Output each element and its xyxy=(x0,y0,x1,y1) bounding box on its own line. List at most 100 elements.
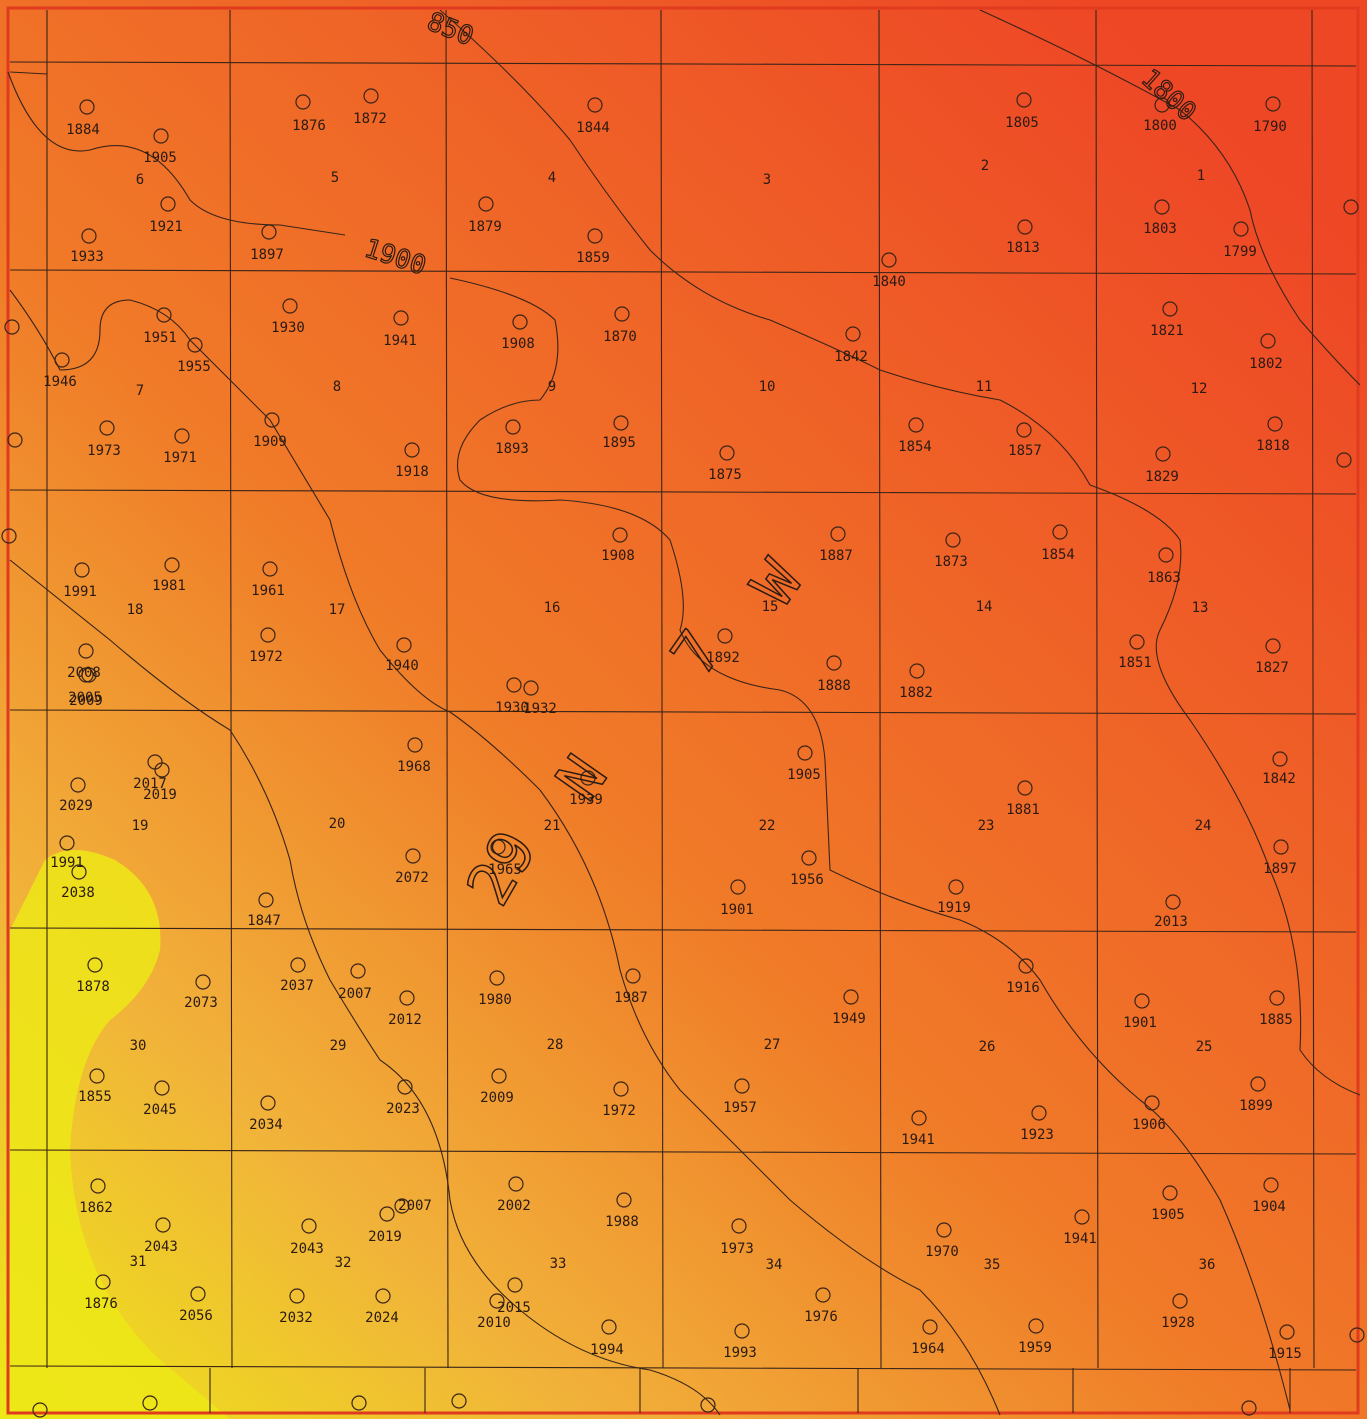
well-elevation-label: 2034 xyxy=(249,1117,283,1133)
well-marker xyxy=(258,892,274,908)
well-elevation-label: 1901 xyxy=(720,902,754,918)
section-number: 2 xyxy=(981,158,989,174)
section-number: 31 xyxy=(130,1254,147,1270)
well-elevation-label: 2045 xyxy=(143,1102,177,1118)
well-marker xyxy=(350,963,366,979)
well-marker xyxy=(730,879,746,895)
well-elevation-label: 1988 xyxy=(605,1214,639,1230)
well-elevation-label: 1959 xyxy=(1018,1340,1052,1356)
well-elevation-label: 1895 xyxy=(602,435,636,451)
section-number: 32 xyxy=(335,1255,352,1271)
well-marker xyxy=(394,1198,410,1214)
well-marker xyxy=(79,99,95,115)
well-elevation-label: 1956 xyxy=(790,872,824,888)
section-number: 34 xyxy=(766,1257,783,1273)
section-number: 36 xyxy=(1199,1257,1216,1273)
well-elevation-label: 1873 xyxy=(934,554,968,570)
well-marker xyxy=(87,957,103,973)
well-marker xyxy=(142,1395,158,1411)
well-marker xyxy=(1265,96,1281,112)
section-number: 5 xyxy=(331,170,339,186)
well-marker xyxy=(156,307,172,323)
well-marker xyxy=(1155,446,1171,462)
well-elevation-label: 1941 xyxy=(383,333,417,349)
well-marker xyxy=(260,627,276,643)
well-marker xyxy=(190,1286,206,1302)
well-marker xyxy=(164,557,180,573)
well-elevation-label: 1908 xyxy=(501,336,535,352)
well-elevation-label: 1972 xyxy=(249,649,283,665)
well-elevation-label: 1971 xyxy=(163,450,197,466)
well-marker xyxy=(508,1176,524,1192)
well-marker xyxy=(260,1095,276,1111)
map-border xyxy=(6,6,1360,1415)
well-elevation-label: 1906 xyxy=(1132,1117,1166,1133)
well-elevation-label: 1981 xyxy=(152,578,186,594)
section-number: 9 xyxy=(548,379,556,395)
well-elevation-label: 1859 xyxy=(576,250,610,266)
well-elevation-label: 2009 xyxy=(69,693,103,709)
well-elevation-label: 1905 xyxy=(143,150,177,166)
well-elevation-label: 1908 xyxy=(601,548,635,564)
well-elevation-label: 1857 xyxy=(1008,443,1042,459)
well-marker xyxy=(612,527,628,543)
well-elevation-label: 1968 xyxy=(397,759,431,775)
well-marker xyxy=(81,667,97,683)
well-elevation-label: 1855 xyxy=(78,1089,112,1105)
well-elevation-label: 1987 xyxy=(614,990,648,1006)
well-elevation-label: 1899 xyxy=(1239,1098,1273,1114)
well-marker xyxy=(512,314,528,330)
yellow-zone xyxy=(10,850,230,1419)
well-elevation-label: 1847 xyxy=(247,913,281,929)
well-marker xyxy=(613,1081,629,1097)
well-marker xyxy=(826,655,842,671)
well-elevation-label: 1829 xyxy=(1145,469,1179,485)
well-elevation-label: 1893 xyxy=(495,441,529,457)
section-number: 15 xyxy=(762,599,779,615)
well-elevation-label: 1923 xyxy=(1020,1127,1054,1143)
well-marker xyxy=(731,1218,747,1234)
well-marker xyxy=(289,1288,305,1304)
well-elevation-label: 1802 xyxy=(1249,356,1283,372)
well-elevation-label: 1946 xyxy=(43,374,77,390)
well-elevation-label: 1888 xyxy=(817,678,851,694)
well-marker xyxy=(81,228,97,244)
well-marker xyxy=(1267,416,1283,432)
well-elevation-label: 1800 xyxy=(1143,118,1177,134)
well-elevation-label: 1870 xyxy=(603,329,637,345)
section-number: 27 xyxy=(764,1037,781,1053)
well-marker xyxy=(613,415,629,431)
well-marker xyxy=(363,88,379,104)
well-marker xyxy=(4,319,20,335)
section-number: 21 xyxy=(544,818,561,834)
well-elevation-label: 1915 xyxy=(1268,1346,1302,1362)
contour-lines xyxy=(7,9,1361,1416)
well-elevation-label: 1972 xyxy=(602,1103,636,1119)
well-marker xyxy=(1279,1324,1295,1340)
well-elevation-label: 2072 xyxy=(395,870,429,886)
well-elevation-label: 1951 xyxy=(143,330,177,346)
well-marker xyxy=(614,306,630,322)
well-marker xyxy=(1018,958,1034,974)
well-elevation-label: 1955 xyxy=(177,359,211,375)
section-number: 20 xyxy=(329,816,346,832)
well-marker xyxy=(78,643,94,659)
well-elevation-label: 1862 xyxy=(79,1200,113,1216)
well-elevation-label: 1813 xyxy=(1006,240,1040,256)
well-elevation-label: 1973 xyxy=(87,443,121,459)
well-marker xyxy=(1074,1209,1090,1225)
well-elevation-label: 1957 xyxy=(723,1100,757,1116)
well-marker xyxy=(1144,1095,1160,1111)
well-elevation-label: 2019 xyxy=(368,1229,402,1245)
well-marker xyxy=(1250,1076,1266,1092)
well-marker xyxy=(700,1397,716,1413)
well-elevation-label: 2023 xyxy=(386,1101,420,1117)
well-elevation-label: 1905 xyxy=(787,767,821,783)
well-elevation-label: 1939 xyxy=(569,792,603,808)
section-number: 23 xyxy=(978,818,995,834)
well-marker xyxy=(1158,547,1174,563)
well-elevation-label: 1803 xyxy=(1143,221,1177,237)
well-marker xyxy=(1016,422,1032,438)
well-elevation-label: 2015 xyxy=(497,1300,531,1316)
well-marker xyxy=(59,835,75,851)
